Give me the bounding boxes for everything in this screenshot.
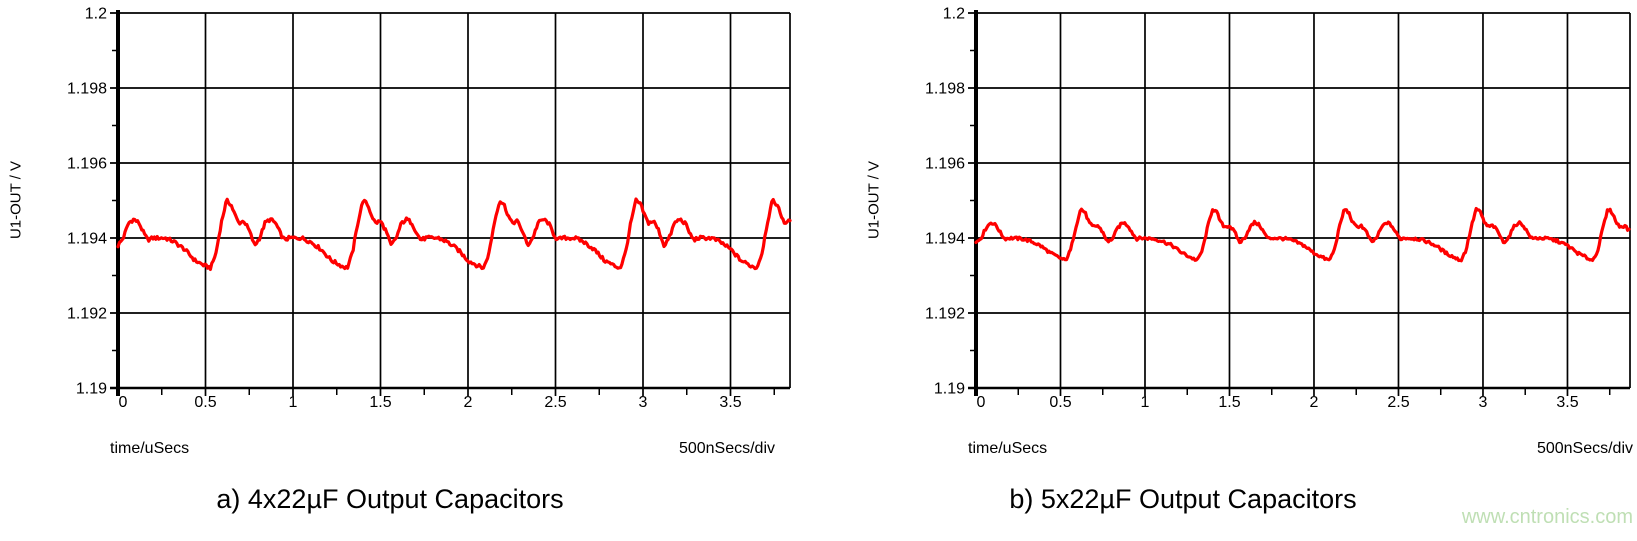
y-tick-label: 1.2 — [85, 6, 107, 23]
waveform-trace — [116, 197, 792, 271]
x-tick-label: 3 — [639, 394, 648, 411]
x-tick-label: 1.5 — [1218, 394, 1240, 411]
x-tick-label: 2.5 — [1387, 394, 1409, 411]
x-axis-title-plot-a: time/uSecs — [110, 440, 190, 457]
y-tick-label: 1.196 — [925, 156, 965, 173]
x-tick-label: 1 — [1141, 394, 1150, 411]
x-tick-label: 0.5 — [1049, 394, 1071, 411]
scale-note-plot-b: 500nSecs/div — [1536, 440, 1633, 457]
y-tick-label: 1.192 — [67, 306, 107, 323]
y-tick-label: 1.198 — [67, 81, 107, 98]
caption-plot-b: b) 5x22µF Output Capacitors — [1009, 484, 1357, 514]
x-tick-label: 2 — [464, 394, 473, 411]
y-tick-label: 1.19 — [934, 381, 965, 398]
y-tick-label: 1.2 — [943, 6, 965, 23]
caption-plot-a: a) 4x22µF Output Capacitors — [216, 484, 564, 514]
y-tick-label: 1.19 — [76, 381, 107, 398]
waveform-trace — [974, 206, 1631, 263]
x-tick-label: 0 — [977, 394, 986, 411]
y-tick-label: 1.194 — [67, 231, 107, 248]
x-tick-label: 3 — [1479, 394, 1488, 411]
y-tick-label: 1.192 — [925, 306, 965, 323]
x-tick-label: 2.5 — [544, 394, 566, 411]
x-tick-label: 1.5 — [369, 394, 391, 411]
x-tick-label: 0.5 — [194, 394, 216, 411]
x-tick-label: 3.5 — [719, 394, 741, 411]
x-tick-label: 0 — [119, 394, 128, 411]
y-tick-label: 1.196 — [67, 156, 107, 173]
x-tick-label: 3.5 — [1556, 394, 1578, 411]
plot-a-waveform-chart: 1.19 1.192 1.194 1.196 1.198 1.2 0 0.5 1 1.5 2 2.5 3… — [67, 6, 792, 411]
watermark: www.cntronics.com — [1461, 506, 1633, 528]
y-tick-label: 1.198 — [925, 81, 965, 98]
scale-note-plot-a: 500nSecs/div — [678, 440, 775, 457]
x-axis-title-plot-b: time/uSecs — [968, 440, 1048, 457]
y-tick-label: 1.194 — [925, 231, 965, 248]
plot-b-waveform-chart: 1.19 1.192 1.194 1.196 1.198 1.2 0 0.5 1 1.5 2 2.5 3… — [925, 6, 1631, 411]
x-tick-label: 1 — [289, 394, 298, 411]
x-tick-label: 2 — [1310, 394, 1319, 411]
